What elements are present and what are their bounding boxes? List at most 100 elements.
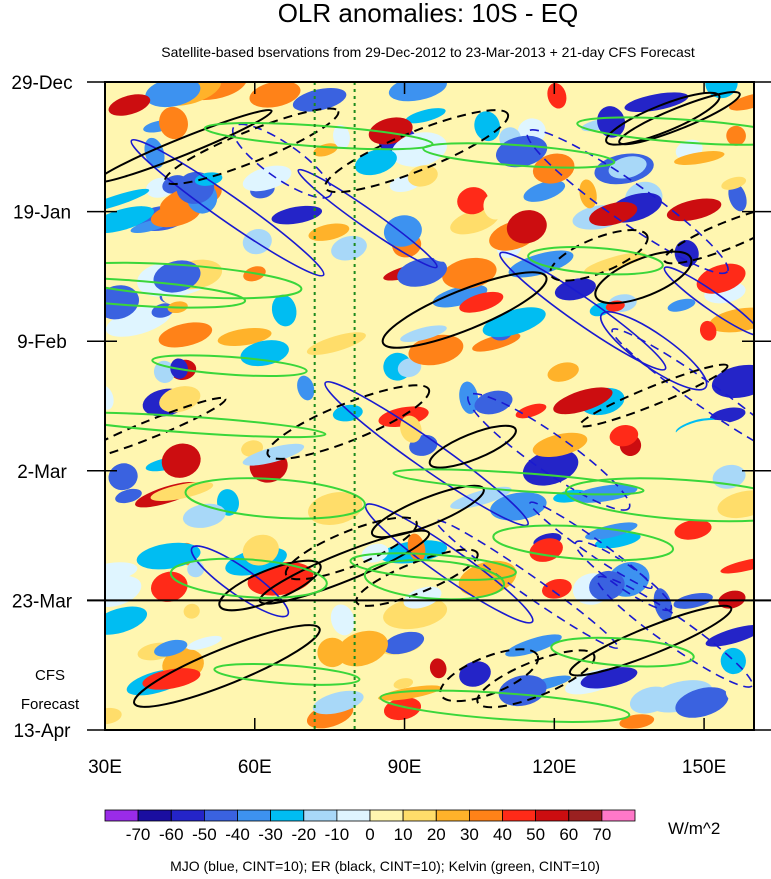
anomaly-cell	[589, 202, 638, 226]
anomaly-cell	[619, 714, 655, 729]
anomaly-cell	[105, 285, 140, 320]
anomaly-cell	[271, 294, 297, 327]
anomaly-cell	[459, 291, 504, 313]
anomaly-cell	[725, 673, 754, 704]
anomaly-cell	[547, 83, 567, 109]
colorbar-swatch	[104, 809, 139, 822]
colorbar-label: 70	[592, 825, 611, 844]
anomaly-cell	[728, 92, 754, 111]
mjo-contour	[529, 501, 653, 590]
colorbar-label: 20	[427, 825, 446, 844]
mjo-contour	[297, 168, 438, 269]
y-tick-label: 23-Mar	[12, 591, 73, 612]
colorbar-swatch	[601, 809, 636, 822]
anomaly-cell	[330, 604, 355, 636]
colorbar-swatch	[336, 809, 371, 822]
anomaly-cell	[547, 362, 579, 382]
anomaly-cell	[292, 87, 347, 112]
anomaly-cell	[532, 432, 588, 458]
er-contour	[324, 109, 510, 194]
colorbar-label: 40	[493, 825, 512, 844]
anomaly-cell	[666, 198, 722, 222]
anomaly-cell	[115, 488, 142, 504]
anomaly-cell	[159, 106, 188, 140]
colorbar-swatch	[137, 809, 172, 822]
anomaly-cell	[393, 678, 414, 689]
mjo-contour	[435, 519, 619, 649]
colorbar-swatch	[402, 809, 437, 822]
anomaly-cell	[553, 387, 613, 415]
anomaly-cell	[432, 284, 488, 308]
er-contour	[476, 649, 596, 709]
overlay-footnote: MJO (blue, CINT=10); ER (black, CINT=10)…	[170, 858, 600, 874]
x-tick-label: 30E	[88, 757, 122, 778]
anomaly-cell	[459, 381, 479, 414]
er-contour	[133, 624, 321, 708]
colorbar-label: -10	[325, 825, 350, 844]
anomaly-cell	[158, 322, 213, 348]
plot-area	[105, 82, 754, 730]
mjo-contour	[611, 328, 754, 460]
colorbar-swatch	[203, 809, 238, 822]
y-tick-label: 19-Jan	[13, 203, 71, 224]
colorbar-swatch	[237, 809, 271, 822]
anomaly-cell	[105, 188, 150, 212]
kelvin-contour	[105, 261, 303, 300]
anomaly-cell	[542, 578, 572, 599]
mjo-contour	[324, 380, 529, 527]
kelvin-contour	[213, 663, 361, 686]
anomaly-cell	[397, 257, 447, 287]
anomaly-cell	[383, 597, 448, 630]
anomaly-cell	[120, 236, 164, 261]
anomaly-cell	[408, 334, 464, 366]
anomaly-cell	[456, 97, 514, 114]
anomaly-cell	[585, 522, 638, 540]
er-contour	[355, 548, 479, 607]
anomaly-cell	[532, 153, 575, 184]
forecast-label-line1: CFS	[35, 667, 65, 684]
anomaly-cell	[249, 82, 301, 108]
anomaly-cell	[182, 503, 226, 528]
anomaly-cell	[354, 149, 397, 176]
anomaly-cell	[150, 571, 188, 602]
anomaly-cell	[317, 637, 347, 668]
anomaly-cell	[711, 364, 754, 398]
chart-subtitle: Satellite-based bservations from 29-Dec-…	[161, 44, 695, 60]
anomaly-cell	[108, 94, 151, 116]
anomaly-cell	[584, 252, 646, 274]
anomaly-cell	[368, 117, 413, 145]
anomaly-cell	[608, 156, 647, 179]
anomaly-cell	[653, 588, 673, 622]
colorbar-label: -30	[258, 825, 283, 844]
er-contour	[568, 604, 733, 677]
anomaly-cell	[467, 170, 497, 186]
anomaly-cell	[709, 307, 754, 333]
anomaly-cell	[429, 658, 447, 679]
anomaly-cell	[331, 235, 367, 261]
er-contour	[605, 91, 721, 146]
anomaly-cell	[297, 375, 315, 401]
anomaly-cell	[728, 183, 747, 212]
anomaly-cell	[721, 176, 747, 190]
anomaly-cell	[105, 707, 122, 725]
er-contour	[594, 250, 693, 305]
colorbar-swatch	[568, 809, 603, 822]
anomaly-cell	[336, 630, 388, 667]
kelvin-contour	[151, 354, 308, 378]
colorbar-label: -40	[225, 825, 250, 844]
anomaly-cell	[400, 325, 447, 343]
anomaly-cell	[105, 575, 142, 608]
reference-lines	[313, 82, 356, 730]
anomaly-cell	[161, 443, 201, 478]
kelvin-contour	[105, 411, 327, 439]
anomaly-cell	[482, 307, 546, 338]
kelvin-contour	[392, 468, 645, 496]
er-contour	[618, 90, 741, 146]
anomaly-cell	[433, 247, 464, 262]
anomaly-cell	[145, 82, 201, 108]
mjo-contour	[364, 503, 534, 624]
anomaly-cell	[450, 208, 499, 235]
anomaly-cell	[388, 82, 447, 102]
anomaly-cell	[306, 332, 366, 355]
